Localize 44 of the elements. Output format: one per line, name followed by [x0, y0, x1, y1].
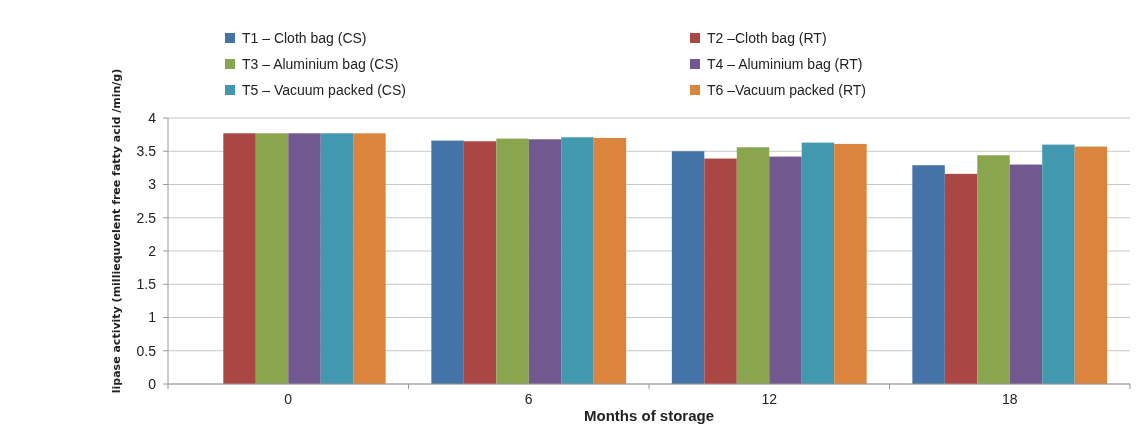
y-axis-title: lipase activity (milliequvelent free fatty acid /min/g) — [110, 68, 123, 394]
bar — [1009, 164, 1043, 384]
x-tick-label: 6 — [524, 391, 533, 407]
legend-label: T4 – Aluminium bag (RT) — [707, 56, 863, 72]
bar — [463, 141, 497, 384]
legend-label: T1 – Cloth bag (CS) — [242, 30, 367, 46]
y-tick-label: 0.5 — [136, 342, 157, 359]
bar — [704, 158, 737, 384]
y-tick-label: 3 — [148, 176, 157, 193]
legend-label: T5 – Vacuum packed (CS) — [242, 82, 406, 98]
bar — [353, 133, 386, 384]
bar — [1074, 146, 1108, 384]
x-axis-title: Months of storage — [584, 407, 714, 424]
legend-label: T6 –Vacuum packed (RT) — [707, 82, 866, 98]
bar — [912, 165, 945, 384]
bar — [834, 143, 867, 384]
x-tick-label: 0 — [284, 391, 293, 407]
x-tick-label: 12 — [761, 391, 778, 407]
bar — [496, 138, 529, 384]
bar — [671, 151, 705, 384]
y-tick-label: 1 — [148, 309, 157, 326]
x-tick-label: 18 — [1001, 391, 1018, 407]
bar — [593, 137, 627, 384]
bar — [288, 133, 321, 384]
legend-label: T2 –Cloth bag (RT) — [707, 30, 827, 46]
y-tick-label: 1.5 — [136, 276, 157, 293]
bar — [1042, 144, 1075, 384]
bar — [736, 147, 770, 384]
bar — [320, 133, 354, 384]
bar — [801, 142, 835, 384]
bar — [223, 133, 256, 384]
bar — [977, 155, 1010, 384]
y-tick-label: 3.5 — [136, 143, 157, 160]
bar — [255, 133, 289, 384]
bar — [431, 140, 464, 384]
legend-label: T3 – Aluminium bag (CS) — [242, 56, 399, 72]
y-tick-label: 2 — [148, 242, 157, 259]
bar — [528, 139, 562, 384]
y-tick-label: 4 — [148, 109, 157, 126]
y-tick-label: 0 — [148, 375, 157, 392]
bar — [944, 173, 978, 384]
bar — [769, 156, 802, 384]
y-tick-label: 2.5 — [136, 209, 157, 226]
bar — [561, 137, 594, 384]
